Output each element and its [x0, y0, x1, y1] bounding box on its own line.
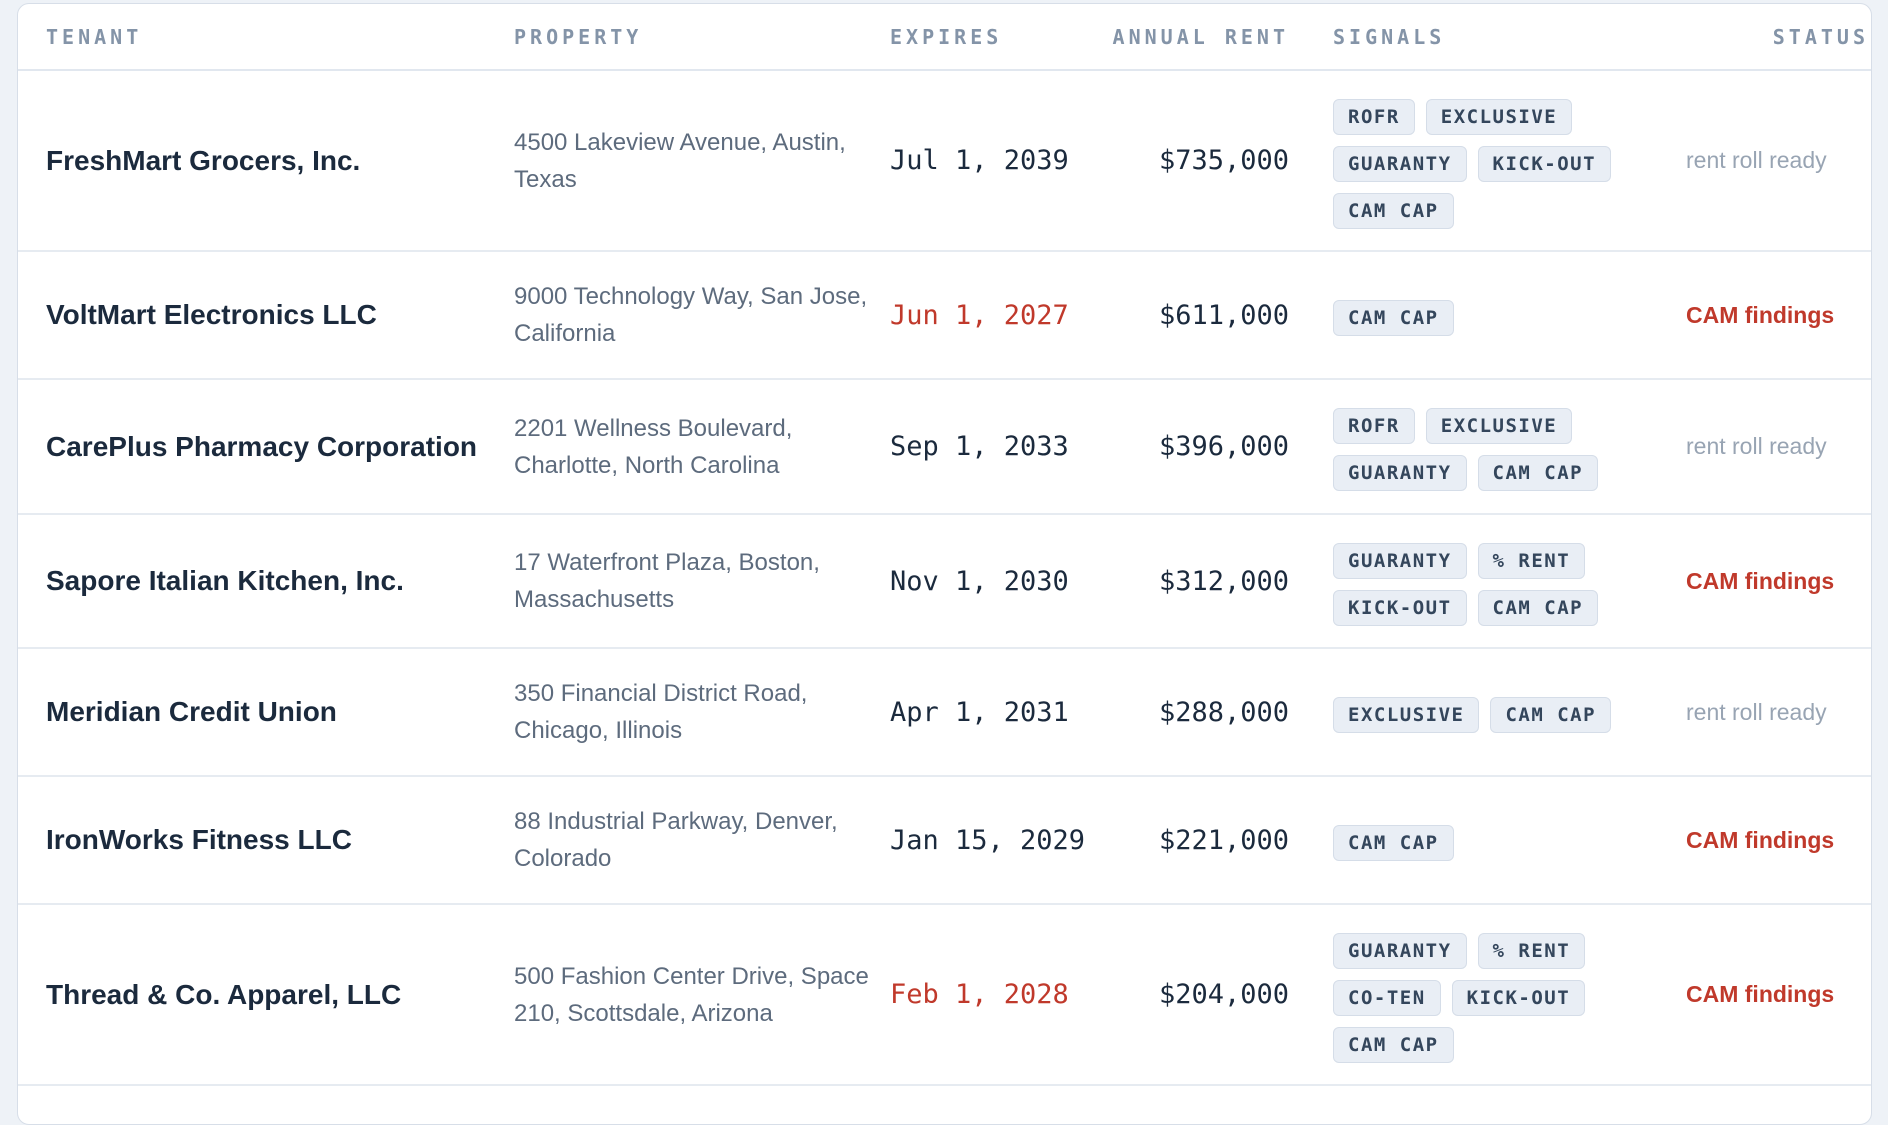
signal-tag-list: ROFR EXCLUSIVE GUARANTY KICK-OUT CAM CAP [1333, 98, 1623, 229]
signal-tag: CAM CAP [1333, 192, 1454, 229]
annual-rent: $396,000 [1094, 379, 1313, 515]
annual-rent: $288,000 [1094, 648, 1313, 777]
lease-table: TENANT PROPERTY EXPIRES ANNUAL RENT SIGN… [18, 4, 1871, 1086]
tenant-name[interactable]: Thread & Co. Apparel, LLC [18, 904, 514, 1086]
status-label: CAM findings [1686, 514, 1871, 649]
annual-rent: $611,000 [1094, 251, 1313, 380]
signal-tag: GUARANTY [1333, 455, 1467, 491]
expiration-date: Apr 1, 2031 [890, 648, 1094, 777]
signals-cell: EXCLUSIVE CAM CAP [1313, 648, 1686, 777]
signals-cell: CAM CAP [1313, 776, 1686, 905]
status-label: rent roll ready [1686, 70, 1871, 252]
column-header-property[interactable]: PROPERTY [514, 4, 890, 71]
signal-tag-list: EXCLUSIVE CAM CAP [1333, 697, 1623, 733]
status-label: CAM findings [1686, 904, 1871, 1086]
signal-tag: CAM CAP [1477, 455, 1599, 491]
table-row[interactable]: VoltMart Electronics LLC 9000 Technology … [18, 251, 1871, 380]
table-row[interactable]: FreshMart Grocers, Inc. 4500 Lakeview Ave… [18, 70, 1871, 252]
tenant-name[interactable]: Sapore Italian Kitchen, Inc. [18, 514, 514, 649]
table-header: TENANT PROPERTY EXPIRES ANNUAL RENT SIGN… [18, 4, 1871, 71]
annual-rent: $735,000 [1094, 70, 1313, 252]
expiration-date: Sep 1, 2033 [890, 379, 1094, 515]
signal-tag: GUARANTY [1333, 932, 1467, 969]
signal-tag-list: GUARANTY % RENT CO-TEN KICK-OUT CAM CAP [1333, 932, 1623, 1063]
table-row[interactable]: Meridian Credit Union 350 Financial Distr… [18, 648, 1871, 777]
signals-cell: ROFR EXCLUSIVE GUARANTY KICK-OUT CAM CAP [1313, 70, 1686, 252]
column-header-expires[interactable]: EXPIRES [890, 4, 1094, 71]
signals-cell: ROFR EXCLUSIVE GUARANTY CAM CAP [1313, 379, 1686, 515]
signal-tag-list: CAM CAP [1333, 300, 1623, 336]
signal-tag: EXCLUSIVE [1333, 697, 1480, 733]
property-address: 500 Fashion Center Drive, Space 210, Sco… [514, 904, 890, 1086]
expiration-date: Feb 1, 2028 [890, 904, 1094, 1086]
column-header-status[interactable]: STATUS [1686, 4, 1871, 71]
signal-tag: GUARANTY [1333, 542, 1467, 579]
annual-rent: $312,000 [1094, 514, 1313, 649]
signal-tag: ROFR [1333, 408, 1415, 444]
column-header-annual-rent[interactable]: ANNUAL RENT [1094, 4, 1313, 71]
signal-tag: KICK-OUT [1451, 979, 1586, 1016]
signals-cell: GUARANTY % RENT KICK-OUT CAM CAP [1313, 514, 1686, 649]
signal-tag: CAM CAP [1333, 825, 1454, 861]
expiration-date: Jun 1, 2027 [890, 251, 1094, 380]
signals-cell: CAM CAP [1313, 251, 1686, 380]
status-label: CAM findings [1686, 776, 1871, 905]
tenant-name[interactable]: CarePlus Pharmacy Corporation [18, 379, 514, 515]
status-label: rent roll ready [1686, 648, 1871, 777]
signal-tag: % RENT [1477, 932, 1586, 969]
signal-tag: CAM CAP [1477, 589, 1599, 626]
signal-tag: EXCLUSIVE [1425, 98, 1573, 135]
signal-tag: ROFR [1333, 98, 1415, 135]
signal-tag-list: ROFR EXCLUSIVE GUARANTY CAM CAP [1333, 408, 1623, 491]
signals-cell: GUARANTY % RENT CO-TEN KICK-OUT CAM CAP [1313, 904, 1686, 1086]
signal-tag: CO-TEN [1333, 979, 1441, 1016]
tenant-name[interactable]: FreshMart Grocers, Inc. [18, 70, 514, 252]
tenant-name[interactable]: VoltMart Electronics LLC [18, 251, 514, 380]
signal-tag: GUARANTY [1333, 145, 1467, 182]
lease-table-panel: TENANT PROPERTY EXPIRES ANNUAL RENT SIGN… [17, 3, 1872, 1125]
table-body: FreshMart Grocers, Inc. 4500 Lakeview Ave… [18, 70, 1871, 1086]
signal-tag: CAM CAP [1333, 300, 1454, 336]
column-header-signals[interactable]: SIGNALS [1313, 4, 1686, 71]
table-row[interactable]: IronWorks Fitness LLC 88 Industrial Parkw… [18, 776, 1871, 905]
signal-tag: KICK-OUT [1333, 589, 1467, 626]
signal-tag: CAM CAP [1490, 697, 1612, 733]
tenant-name[interactable]: Meridian Credit Union [18, 648, 514, 777]
signal-tag: CAM CAP [1333, 1026, 1454, 1063]
signal-tag: KICK-OUT [1477, 145, 1612, 182]
expiration-date: Jul 1, 2039 [890, 70, 1094, 252]
table-row[interactable]: Sapore Italian Kitchen, Inc. 17 Waterfron… [18, 514, 1871, 649]
property-address: 4500 Lakeview Avenue, Austin, Texas [514, 70, 890, 252]
expiration-date: Nov 1, 2030 [890, 514, 1094, 649]
column-header-tenant[interactable]: TENANT [18, 4, 514, 71]
annual-rent: $204,000 [1094, 904, 1313, 1086]
tenant-name[interactable]: IronWorks Fitness LLC [18, 776, 514, 905]
property-address: 17 Waterfront Plaza, Boston, Massachuset… [514, 514, 890, 649]
status-label: CAM findings [1686, 251, 1871, 380]
table-row[interactable]: Thread & Co. Apparel, LLC 500 Fashion Cen… [18, 904, 1871, 1086]
expiration-date: Jan 15, 2029 [890, 776, 1094, 905]
signal-tag: EXCLUSIVE [1425, 408, 1573, 444]
property-address: 350 Financial District Road, Chicago, Il… [514, 648, 890, 777]
signal-tag-list: CAM CAP [1333, 825, 1623, 861]
signal-tag-list: GUARANTY % RENT KICK-OUT CAM CAP [1333, 542, 1623, 626]
property-address: 88 Industrial Parkway, Denver, Colorado [514, 776, 890, 905]
property-address: 2201 Wellness Boulevard, Charlotte, Nort… [514, 379, 890, 515]
status-label: rent roll ready [1686, 379, 1871, 515]
table-row[interactable]: CarePlus Pharmacy Corporation 2201 Wellne… [18, 379, 1871, 515]
annual-rent: $221,000 [1094, 776, 1313, 905]
signal-tag: % RENT [1477, 542, 1586, 579]
property-address: 9000 Technology Way, San Jose, Californi… [514, 251, 890, 380]
